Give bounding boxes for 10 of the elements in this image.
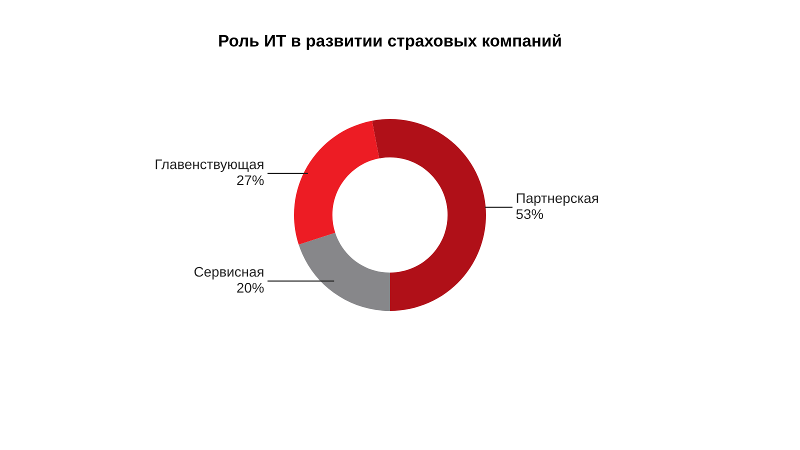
chart-title: Роль ИТ в развитии страховых компаний — [219, 34, 561, 50]
slice-label: Партнерская — [516, 193, 598, 206]
donut-slice — [298, 232, 390, 311]
data-label: 53% — [516, 209, 544, 220]
donut-slice — [372, 119, 486, 311]
slice-label: Главенствующая — [156, 160, 264, 172]
donut-slice — [294, 120, 380, 245]
slice-label: Сервисная — [194, 266, 264, 280]
data-label: 20% — [237, 282, 264, 293]
data-label: 27% — [237, 175, 264, 186]
